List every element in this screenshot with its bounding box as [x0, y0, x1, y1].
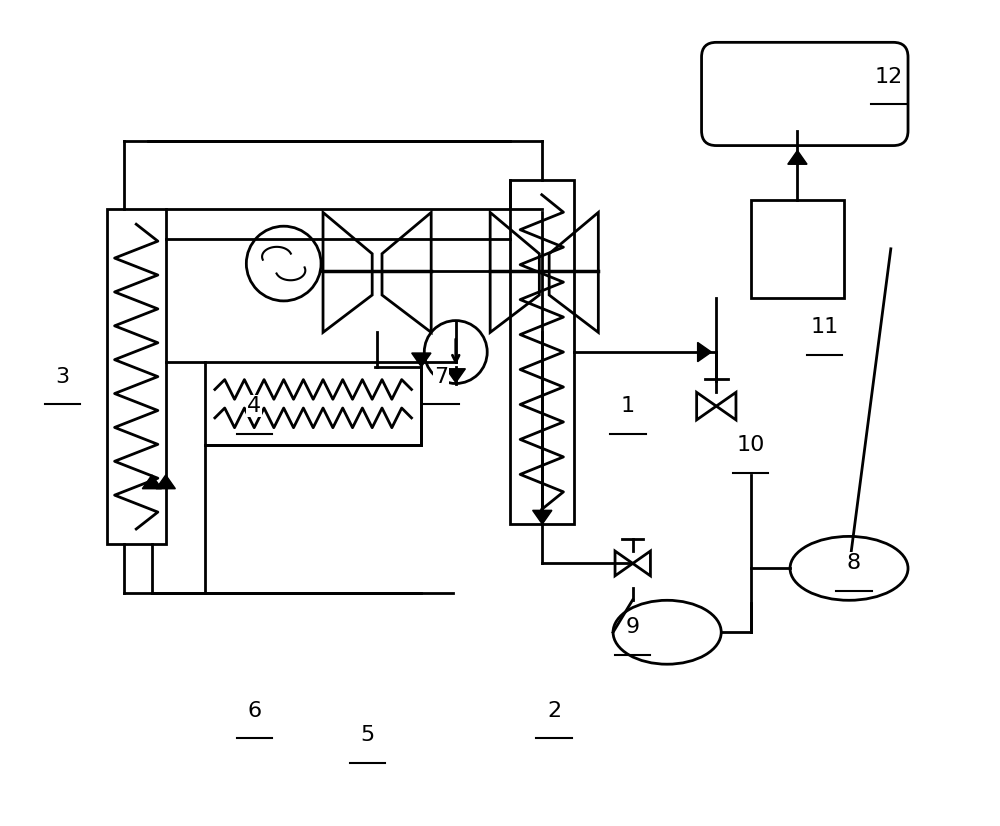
Polygon shape [533, 510, 552, 525]
Polygon shape [412, 353, 431, 367]
Bar [107, 210, 166, 544]
Text: 10: 10 [737, 435, 765, 455]
Polygon shape [788, 150, 807, 164]
Text: 1: 1 [621, 396, 635, 416]
Text: 5: 5 [360, 725, 374, 746]
Text: 2: 2 [547, 701, 561, 721]
Bar [510, 180, 574, 525]
Bar [751, 200, 844, 298]
Polygon shape [142, 475, 162, 489]
Bar [205, 362, 421, 445]
Text: 6: 6 [247, 701, 261, 721]
Polygon shape [156, 475, 175, 489]
Text: 3: 3 [55, 367, 70, 387]
Text: 12: 12 [874, 67, 902, 87]
Text: 8: 8 [847, 553, 861, 573]
Text: 7: 7 [434, 367, 448, 387]
Text: 4: 4 [247, 396, 261, 416]
Polygon shape [446, 368, 465, 382]
Text: 11: 11 [810, 317, 839, 338]
Text: 9: 9 [626, 617, 640, 638]
Polygon shape [698, 343, 711, 362]
